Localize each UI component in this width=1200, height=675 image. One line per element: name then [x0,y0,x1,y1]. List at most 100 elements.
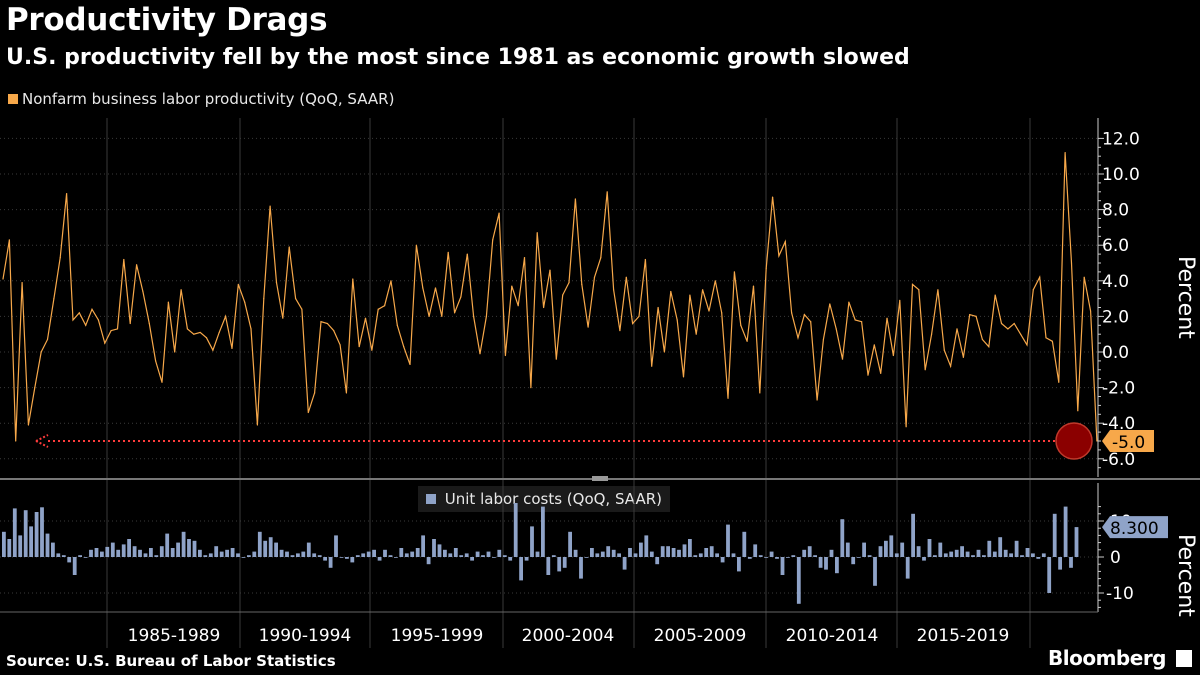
productivity-point [142,290,144,293]
productivity-point [250,328,252,330]
productivity-point [593,276,596,278]
productivity-point [428,315,430,317]
unit-labor-cost-bar [519,557,523,581]
unit-labor-cost-bar [132,546,137,557]
top-axis-ylabel: Percent [1173,256,1198,339]
unit-labor-cost-bar [257,531,262,557]
productivity-point [333,330,335,332]
unit-labor-cost-bar [562,557,567,568]
unit-labor-cost-bar [149,548,153,557]
unit-labor-cost-bar [426,557,431,565]
unit-labor-cost-bar [530,526,534,557]
productivity-point [937,289,939,291]
unit-labor-cost-bar [878,546,883,557]
productivity-point [148,322,150,325]
unit-labor-cost-bar [170,548,175,557]
brand-logo: Bloomberg [1048,646,1166,670]
top-ytick-label: 10.0 [1102,165,1140,185]
productivity-point [727,397,729,399]
legend-unit-labor-costs-label: Unit labor costs (QoQ, SAAR) [444,490,662,508]
unit-labor-cost-bar [7,539,12,557]
unit-labor-cost-bar [584,557,589,558]
unit-labor-cost-bar [339,557,344,558]
source-note: Source: U.S. Bureau of Labor Statistics [6,652,336,670]
unit-labor-cost-bar [971,555,975,557]
productivity-point [307,411,309,414]
unit-labor-cost-bar [481,555,485,557]
productivity-point [193,333,195,335]
productivity-point [682,376,685,378]
productivity-point [943,349,945,351]
unit-labor-cost-bar [486,551,491,557]
unit-labor-cost-bar [198,549,202,557]
bottom-last-value-label: 8.300 [1110,519,1159,539]
unit-labor-cost-bar [802,549,807,557]
unit-labor-cost-bar [404,553,409,557]
unit-labor-cost-bar [551,555,556,557]
unit-labor-cost-bar [121,544,126,557]
bottom-last-value-badge [1102,516,1168,539]
productivity-point [301,308,303,310]
unit-labor-cost-bar [524,557,529,561]
productivity-point [59,257,61,259]
productivity-point [886,317,888,319]
productivity-point [479,353,481,355]
unit-labor-cost-bar [459,555,464,557]
productivity-point [854,319,856,321]
unit-labor-cost-bar [666,546,670,557]
unit-labor-cost-bar [159,546,164,557]
unit-labor-cost-bar [187,539,191,557]
unit-labor-cost-bar [791,555,796,557]
productivity-point [422,287,424,289]
productivity-point [924,369,926,371]
productivity-point [320,321,322,323]
productivity-point [434,287,437,289]
unit-labor-cost-bar [274,542,278,557]
productivity-point [574,198,577,200]
productivity-point [1077,410,1079,412]
unit-labor-cost-bar [110,542,115,557]
x-period-label: 1985-1989 [128,626,221,646]
unit-labor-cost-bar [176,542,180,557]
productivity-point [460,296,462,298]
chart-subtitle: U.S. productivity fell by the most since… [6,45,910,70]
unit-labor-cost-bar [61,555,66,557]
productivity-point [644,258,646,261]
productivity-point [441,315,443,317]
unit-labor-cost-bar [704,548,709,557]
productivity-point [930,333,933,335]
productivity-point [981,338,984,341]
productivity-point [752,285,755,287]
unit-labor-cost-bar [1036,557,1041,559]
unit-labor-cost-bar [600,551,605,557]
unit-labor-cost-bar [203,555,208,557]
unit-labor-cost-bar [862,542,866,557]
productivity-point [714,280,716,282]
productivity-point [702,289,704,291]
productivity-point [988,346,990,348]
productivity-point [689,294,691,296]
productivity-point [91,308,93,310]
productivity-point [956,328,958,330]
x-period-label: 2000-2004 [522,626,615,646]
productivity-point [651,365,653,367]
productivity-point [1051,340,1053,342]
unit-labor-cost-bar [236,553,240,557]
unit-labor-cost-bar [535,551,540,557]
productivity-point [778,255,780,257]
unit-labor-cost-bar [437,544,442,557]
unit-labor-cost-bar [285,551,289,557]
productivity-point [905,426,907,428]
productivity-point [1096,440,1098,442]
unit-labor-cost-bar [230,548,235,557]
bottom-ytick-label: -10 [1106,584,1134,604]
productivity-point [294,298,297,300]
productivity-point [1020,333,1022,335]
unit-labor-cost-bar [377,557,382,561]
productivity-point [975,315,977,317]
productivity-point [396,324,398,326]
productivity-point [536,232,538,234]
unit-labor-cost-bar [715,553,719,557]
top-ytick-label: -6.0 [1102,450,1135,470]
unit-labor-cost-bar [328,557,333,568]
